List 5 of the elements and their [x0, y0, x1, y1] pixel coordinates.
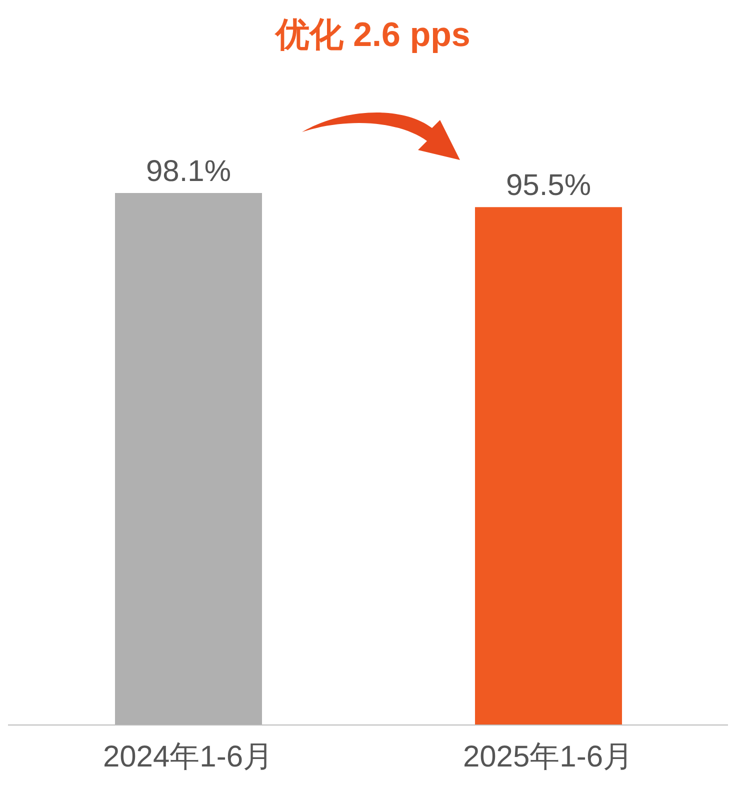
- data-label: 95.5%: [506, 169, 592, 202]
- x-tick-label: 2024年1-6月: [102, 740, 274, 774]
- chart-title: 优化 2.6 pps: [276, 16, 470, 54]
- data-label: 98.1%: [146, 155, 232, 188]
- x-tick-label: 2025年1-6月: [462, 740, 634, 774]
